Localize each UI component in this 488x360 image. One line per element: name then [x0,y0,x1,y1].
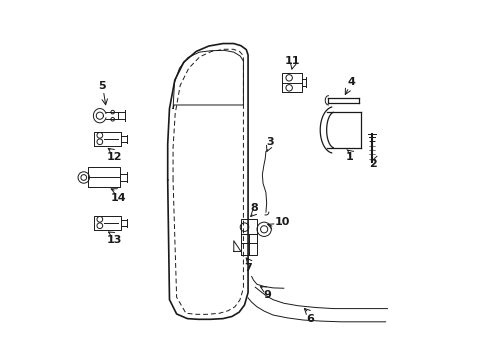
Text: 10: 10 [274,217,289,227]
Text: 6: 6 [306,314,314,324]
Text: 11: 11 [285,56,300,66]
Text: 14: 14 [111,193,126,203]
Text: 4: 4 [346,77,354,87]
Text: 3: 3 [266,137,274,147]
Text: 2: 2 [368,159,376,169]
Text: 7: 7 [244,263,251,273]
Text: 12: 12 [106,153,122,162]
Text: 9: 9 [263,290,270,300]
Text: 5: 5 [98,81,105,91]
Text: 13: 13 [106,235,122,246]
Text: 1: 1 [345,152,352,162]
Text: 8: 8 [250,203,258,213]
